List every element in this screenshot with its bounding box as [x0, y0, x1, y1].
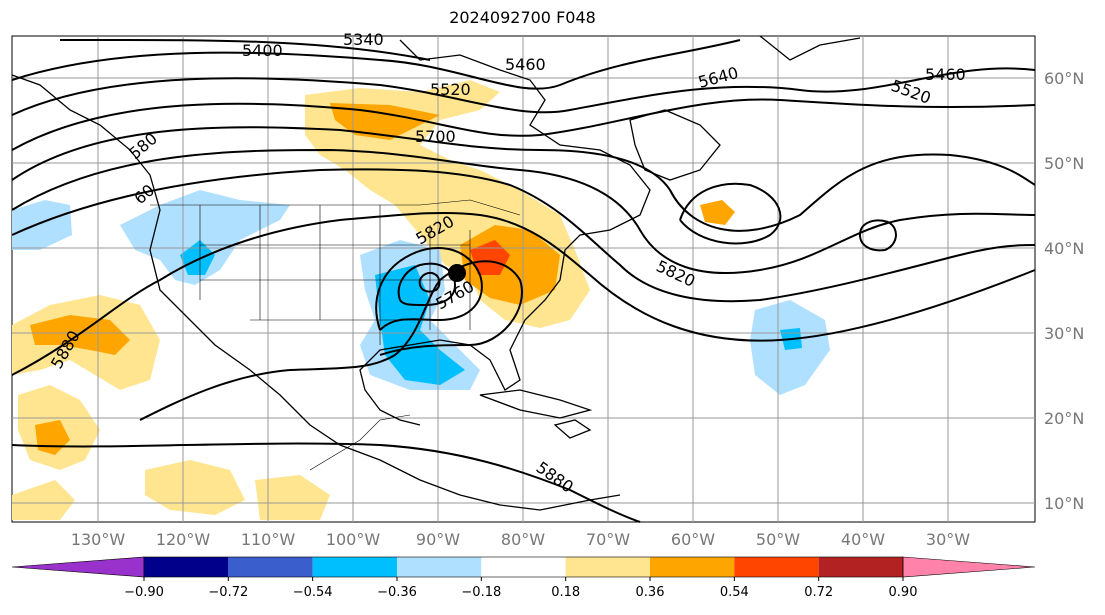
colorbar-tick-label: −0.54: [293, 585, 333, 600]
map-panel: 5400 5340 5460 5520 5700 5640 5460 5520 …: [11, 30, 1036, 523]
colorbar-segment: [312, 557, 397, 577]
colorbar-tick-label: 0.36: [636, 585, 665, 600]
positive-anomaly-pacific-west-core: [30, 315, 130, 355]
positive-anomaly-mexico-coast: [255, 475, 330, 520]
lon-label: 130°W: [71, 530, 126, 549]
colorbar-segment: [144, 557, 229, 577]
contour-label: 5520: [430, 80, 471, 99]
colorbar-segment: [734, 557, 819, 577]
lat-label: 60°N: [1044, 69, 1084, 88]
lat-label: 30°N: [1044, 324, 1084, 343]
colorbar-tick-label: 0.90: [889, 585, 918, 600]
colorbar-tick-label: 0.72: [804, 585, 833, 600]
lat-label: 10°N: [1044, 494, 1084, 513]
lat-label: 50°N: [1044, 154, 1084, 173]
colorbar-tick-label: −0.90: [124, 585, 164, 600]
lon-label: 60°W: [671, 530, 715, 549]
colorbar-tick-label: −0.18: [461, 585, 501, 600]
colorbar-segment: [481, 557, 566, 577]
political-borders: [150, 199, 521, 471]
lon-label: 50°W: [756, 530, 800, 549]
coastlines: [11, 35, 861, 511]
colorbar-tick-label: 0.18: [551, 585, 580, 600]
positive-anomaly-atlantic: [700, 200, 735, 225]
negative-anomaly-west-us-core: [180, 240, 215, 275]
contour-label: 5700: [415, 127, 456, 146]
height-contours: [11, 38, 1036, 523]
negative-anomaly-west-us: [120, 190, 290, 285]
colorbar-extend-high: [902, 556, 1036, 578]
contour-label: 5460: [925, 65, 966, 84]
negative-anomaly-gulf-core: [375, 265, 465, 385]
lon-label: 30°W: [926, 530, 970, 549]
lon-label: 70°W: [586, 530, 630, 549]
colorbar-segment: [397, 557, 482, 577]
positive-anomaly-canada-core: [330, 103, 440, 140]
colorbar-segment: [228, 557, 313, 577]
lat-label: 20°N: [1044, 409, 1084, 428]
positive-anomaly-pacific-se: [145, 460, 245, 515]
colorbar-tick-label: 0.54: [720, 585, 749, 600]
lon-label: 110°W: [241, 530, 296, 549]
lat-label: 40°N: [1044, 239, 1084, 258]
lon-label: 100°W: [326, 530, 381, 549]
latitude-labels: 60°N 50°N 40°N 30°N 20°N 10°N: [1044, 69, 1084, 513]
negative-anomaly-pacific-nw: [12, 200, 72, 250]
anomaly-shading: [12, 80, 830, 520]
gridlines: [12, 36, 1035, 522]
contour-label: 5340: [343, 30, 384, 49]
colorbar: −0.90 −0.72 −0.54 −0.36 −0.18 0.18 0.36 0.54 0.7…: [11, 556, 1036, 600]
colorbar-segment: [818, 557, 903, 577]
contour-label: 5460: [505, 55, 546, 74]
colorbar-outline: [143, 556, 904, 578]
positive-anomaly-appalachia-core: [470, 240, 510, 275]
lon-label: 120°W: [156, 530, 211, 549]
colorbar-tick-label: −0.72: [208, 585, 248, 600]
lon-label: 40°W: [841, 530, 885, 549]
positive-anomaly-sw-corner: [12, 480, 75, 520]
colorbar-tick-label: −0.36: [377, 585, 417, 600]
colorbar-segment: [650, 557, 735, 577]
lon-label: 90°W: [416, 530, 460, 549]
contour-label: 5400: [242, 41, 283, 60]
lon-label: 80°W: [501, 530, 545, 549]
longitude-labels: 130°W 120°W 110°W 100°W 90°W 80°W 70°W 6…: [71, 530, 970, 549]
storm-center-marker: [448, 264, 466, 282]
map-title: 2024092700 F048: [449, 8, 596, 27]
colorbar-segment: [565, 557, 650, 577]
colorbar-extend-low: [11, 556, 145, 578]
